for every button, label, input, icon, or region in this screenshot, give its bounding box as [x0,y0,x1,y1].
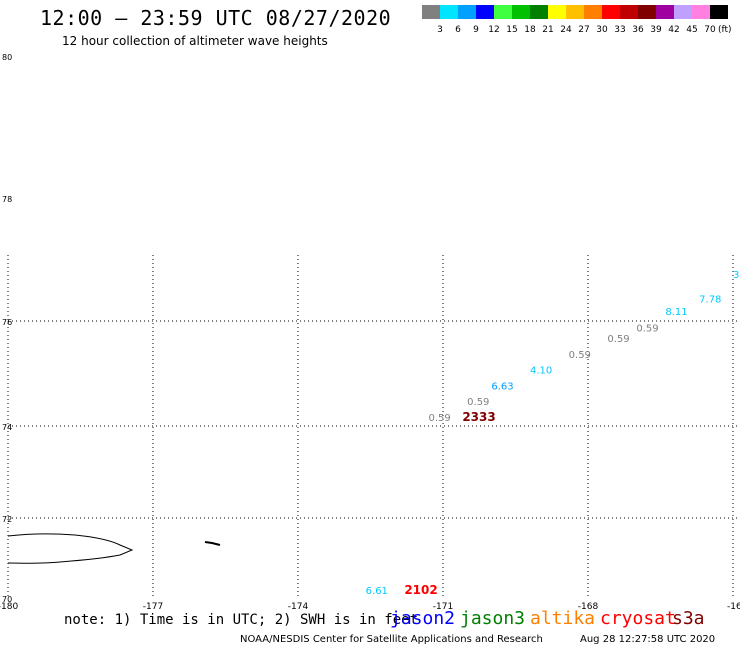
footer-note: note: 1) Time is in UTC; 2) SWH is in fe… [64,612,419,628]
legend-label: 9 [473,25,479,35]
wave-height-label: 2333 [462,410,495,424]
legend-swatch [584,5,602,19]
lon-tick-label: -16 [727,602,740,612]
satellite-jason3: jason3 [460,608,526,629]
legend-swatch [638,5,656,19]
map-title: 12:00 – 23:59 UTC 08/27/2020 [40,6,392,30]
lat-tick-label: 80 [2,53,12,62]
satellite-jason2: jason2 [390,608,456,629]
legend-swatch [494,5,512,19]
lat-tick-label: 70 [2,595,12,604]
legend-label: 42 [668,25,680,35]
lon-tick-label: -174 [288,602,309,612]
wave-height-label: 6.63 [491,381,513,392]
legend-unit: (ft) [718,25,732,35]
wave-height-label: 0.59 [569,350,591,361]
wave-height-label: 0.59 [467,397,489,408]
wave-height-label: 3. [733,270,740,281]
legend-swatch [710,5,728,19]
legend-swatch [566,5,584,19]
lon-tick-label: -168 [578,602,599,612]
legend-swatch [692,5,710,19]
legend-label: 36 [632,25,644,35]
legend-swatch [656,5,674,19]
satellite-cryosat: cryosat [600,608,676,629]
legend-swatch [512,5,530,19]
wave-height-label: 8.11 [665,307,687,318]
lat-tick-label: 74 [2,423,12,432]
legend-swatch [440,5,458,19]
legend-label: 45 [686,25,698,35]
legend-label: 21 [542,25,554,35]
lon-tick-label: -180 [0,602,18,612]
map-subtitle: 12 hour collection of altimeter wave hei… [62,34,328,48]
legend-label: 33 [614,25,626,35]
legend-label: 15 [506,25,518,35]
legend-label: 6 [455,25,461,35]
legend-label: 27 [578,25,590,35]
lat-tick-label: 76 [2,318,12,327]
lat-tick-label: 78 [2,195,12,204]
satellite-altika: altika [530,608,596,629]
lon-tick-label: -177 [143,602,163,612]
legend-swatch [458,5,476,19]
wave-height-label: 0.59 [607,334,629,345]
footer-credit: NOAA/NESDIS Center for Satellite Applica… [240,634,543,645]
legend-label: 70 [704,25,716,35]
wave-height-label: 6.61 [366,586,388,597]
legend-swatch [674,5,692,19]
legend-swatch [530,5,548,19]
wave-height-label: 4.10 [530,366,552,377]
legend-swatch [620,5,638,19]
wave-height-label: 0.59 [636,324,658,335]
legend-label: 18 [524,25,536,35]
legend-label: 24 [560,25,572,35]
herald-island-coastline [204,541,221,546]
lat-tick-label: 72 [2,515,12,524]
wrangel-island-coastline [7,533,134,564]
legend-label: 39 [650,25,662,35]
lon-tick-label: -171 [433,602,453,612]
legend-label: 30 [596,25,608,35]
legend-swatch [422,5,440,19]
footer-timestamp: Aug 28 12:27:58 UTC 2020 [580,634,716,645]
legend-label: 3 [437,25,443,35]
wave-height-label: 2102 [404,583,437,597]
wave-height-label: 0.59 [429,413,451,424]
satellite-s3a: s3a [672,608,705,629]
legend-swatch [476,5,494,19]
legend-swatch [548,5,566,19]
legend-label: 12 [488,25,500,35]
wave-height-label: 7.78 [699,295,721,306]
legend-swatch [602,5,620,19]
